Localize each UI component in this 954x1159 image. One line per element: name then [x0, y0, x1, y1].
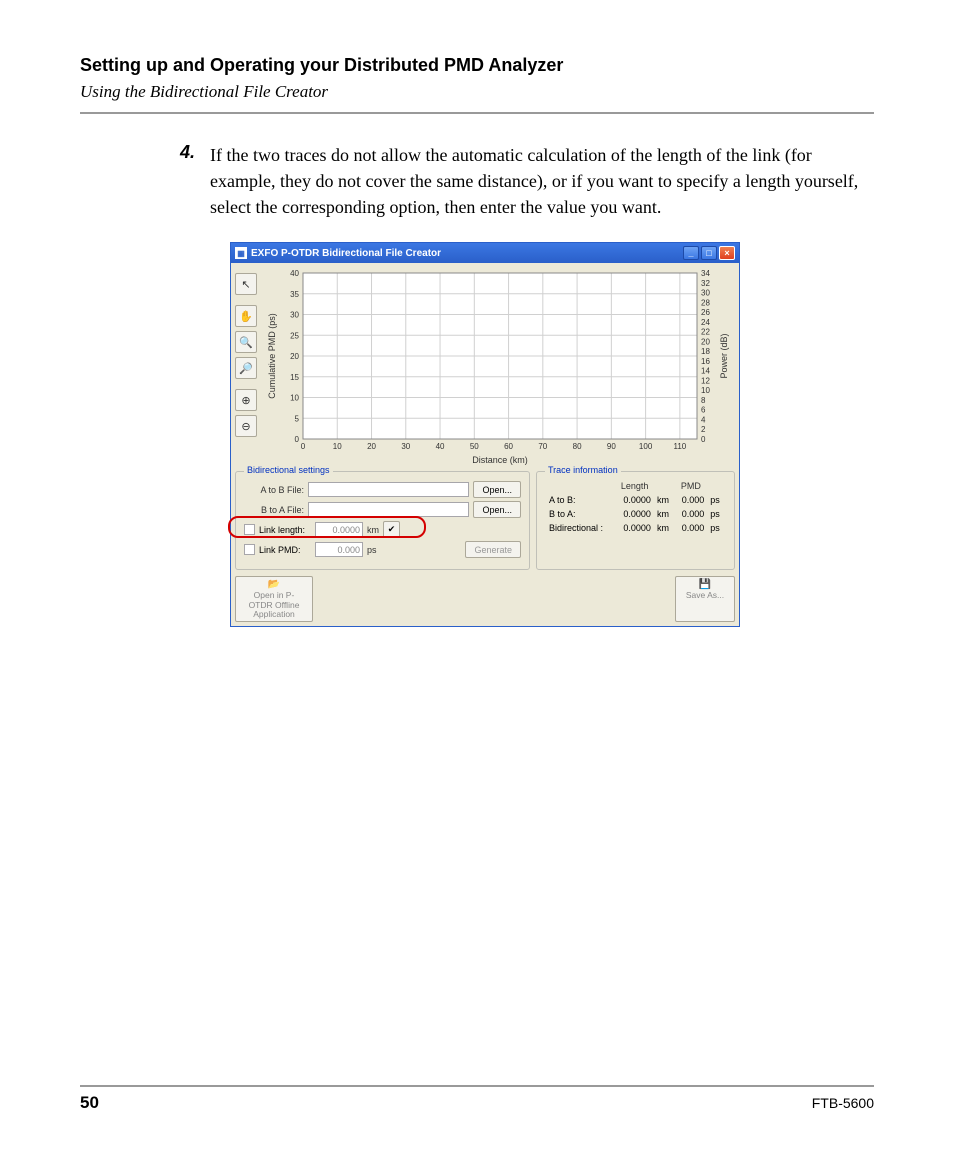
app-window: ▦ EXFO P-OTDR Bidirectional File Creator…	[230, 242, 740, 627]
table-row: A to B:0.0000km0.000ps	[547, 494, 724, 506]
svg-text:80: 80	[573, 442, 582, 451]
hand-tool-icon[interactable]: ✋	[235, 305, 257, 327]
link-pmd-unit: ps	[367, 545, 377, 555]
svg-text:30: 30	[701, 289, 710, 298]
close-button[interactable]: ×	[719, 246, 735, 260]
svg-text:90: 90	[607, 442, 616, 451]
b-to-a-file-input[interactable]	[308, 502, 469, 517]
page-number: 50	[80, 1093, 99, 1113]
svg-text:28: 28	[701, 299, 710, 308]
trace-info-title: Trace information	[545, 465, 621, 475]
step-text: If the two traces do not allow the autom…	[210, 142, 864, 220]
svg-text:100: 100	[639, 442, 653, 451]
folder-icon: 📂	[242, 579, 306, 590]
svg-text:60: 60	[504, 442, 513, 451]
svg-text:8: 8	[701, 396, 706, 405]
link-length-checkbox[interactable]	[244, 524, 255, 535]
svg-text:50: 50	[470, 442, 479, 451]
b-to-a-label: B to A File:	[244, 505, 304, 515]
link-length-apply-button[interactable]: ✔	[383, 521, 400, 538]
svg-text:32: 32	[701, 279, 710, 288]
svg-text:20: 20	[367, 442, 376, 451]
svg-text:20: 20	[290, 352, 299, 361]
svg-text:34: 34	[701, 269, 710, 278]
svg-text:15: 15	[290, 373, 299, 382]
svg-text:4: 4	[701, 416, 706, 425]
svg-text:0: 0	[701, 435, 706, 444]
svg-text:10: 10	[290, 394, 299, 403]
svg-text:26: 26	[701, 308, 710, 317]
svg-text:Power (dB): Power (dB)	[719, 334, 729, 379]
section-title: Setting up and Operating your Distribute…	[80, 55, 874, 76]
svg-text:Cumulative PMD (ps): Cumulative PMD (ps)	[267, 314, 277, 400]
svg-text:30: 30	[401, 442, 410, 451]
link-length-label: Link length:	[259, 525, 311, 535]
svg-text:22: 22	[701, 328, 710, 337]
svg-text:40: 40	[290, 269, 299, 278]
a-to-b-open-button[interactable]: Open...	[473, 481, 521, 498]
svg-text:110: 110	[673, 442, 686, 451]
footer-rule	[80, 1085, 874, 1087]
svg-text:18: 18	[701, 347, 710, 356]
generate-button[interactable]: Generate	[465, 541, 521, 558]
svg-text:10: 10	[701, 386, 710, 395]
save-as-button[interactable]: 💾 Save As...	[675, 576, 735, 622]
section-subtitle: Using the Bidirectional File Creator	[80, 82, 874, 102]
window-title: EXFO P-OTDR Bidirectional File Creator	[251, 248, 441, 259]
pointer-tool-icon[interactable]: ↖	[235, 273, 257, 295]
trace-info-panel: Trace information LengthPMDA to B:0.0000…	[536, 471, 735, 570]
settings-panel-title: Bidirectional settings	[244, 465, 333, 475]
link-pmd-checkbox[interactable]	[244, 544, 255, 555]
a-to-b-label: A to B File:	[244, 485, 304, 495]
zoom-minus-tool-icon[interactable]: ⊖	[235, 415, 257, 437]
svg-text:2: 2	[701, 426, 706, 435]
chart: 0102030405060708090100110051015202530354…	[261, 267, 733, 467]
zoom-in-tool-icon[interactable]: 🔍	[235, 331, 257, 353]
step-number: 4.	[180, 142, 210, 220]
chart-toolbar: ↖ ✋ 🔍 🔎 ⊕ ⊖	[235, 267, 261, 467]
link-pmd-input[interactable]	[315, 542, 363, 557]
svg-text:20: 20	[701, 338, 710, 347]
svg-text:40: 40	[436, 442, 445, 451]
maximize-button[interactable]: □	[701, 246, 717, 260]
zoom-plus-tool-icon[interactable]: ⊕	[235, 389, 257, 411]
svg-text:16: 16	[701, 357, 710, 366]
svg-text:70: 70	[538, 442, 547, 451]
titlebar: ▦ EXFO P-OTDR Bidirectional File Creator…	[231, 243, 739, 263]
a-to-b-file-input[interactable]	[308, 482, 469, 497]
svg-text:Distance (km): Distance (km)	[472, 455, 528, 465]
save-icon: 💾	[682, 579, 728, 590]
trace-info-table: LengthPMDA to B:0.0000km0.000psB to A:0.…	[545, 478, 726, 536]
open-offline-button[interactable]: 📂 Open in P-OTDR Offline Application	[235, 576, 313, 622]
svg-text:25: 25	[290, 332, 299, 341]
svg-text:35: 35	[290, 290, 299, 299]
svg-text:0: 0	[301, 442, 306, 451]
svg-text:30: 30	[290, 311, 299, 320]
link-length-unit: km	[367, 525, 379, 535]
svg-text:12: 12	[701, 377, 710, 386]
app-icon: ▦	[235, 247, 247, 259]
svg-text:0: 0	[295, 435, 300, 444]
svg-text:6: 6	[701, 406, 706, 415]
open-offline-label: Open in P-OTDR Offline Application	[249, 590, 300, 619]
link-length-input[interactable]	[315, 522, 363, 537]
svg-text:24: 24	[701, 318, 710, 327]
svg-text:5: 5	[295, 415, 300, 424]
header-rule	[80, 112, 874, 114]
table-row: B to A:0.0000km0.000ps	[547, 508, 724, 520]
minimize-button[interactable]: _	[683, 246, 699, 260]
b-to-a-open-button[interactable]: Open...	[473, 501, 521, 518]
settings-panel: Bidirectional settings A to B File: Open…	[235, 471, 530, 570]
svg-text:10: 10	[333, 442, 342, 451]
zoom-out-tool-icon[interactable]: 🔎	[235, 357, 257, 379]
doc-code: FTB-5600	[812, 1095, 874, 1111]
svg-text:14: 14	[701, 367, 710, 376]
table-row: Bidirectional :0.0000km0.000ps	[547, 522, 724, 534]
save-as-label: Save As...	[686, 590, 724, 600]
link-pmd-label: Link PMD:	[259, 545, 311, 555]
